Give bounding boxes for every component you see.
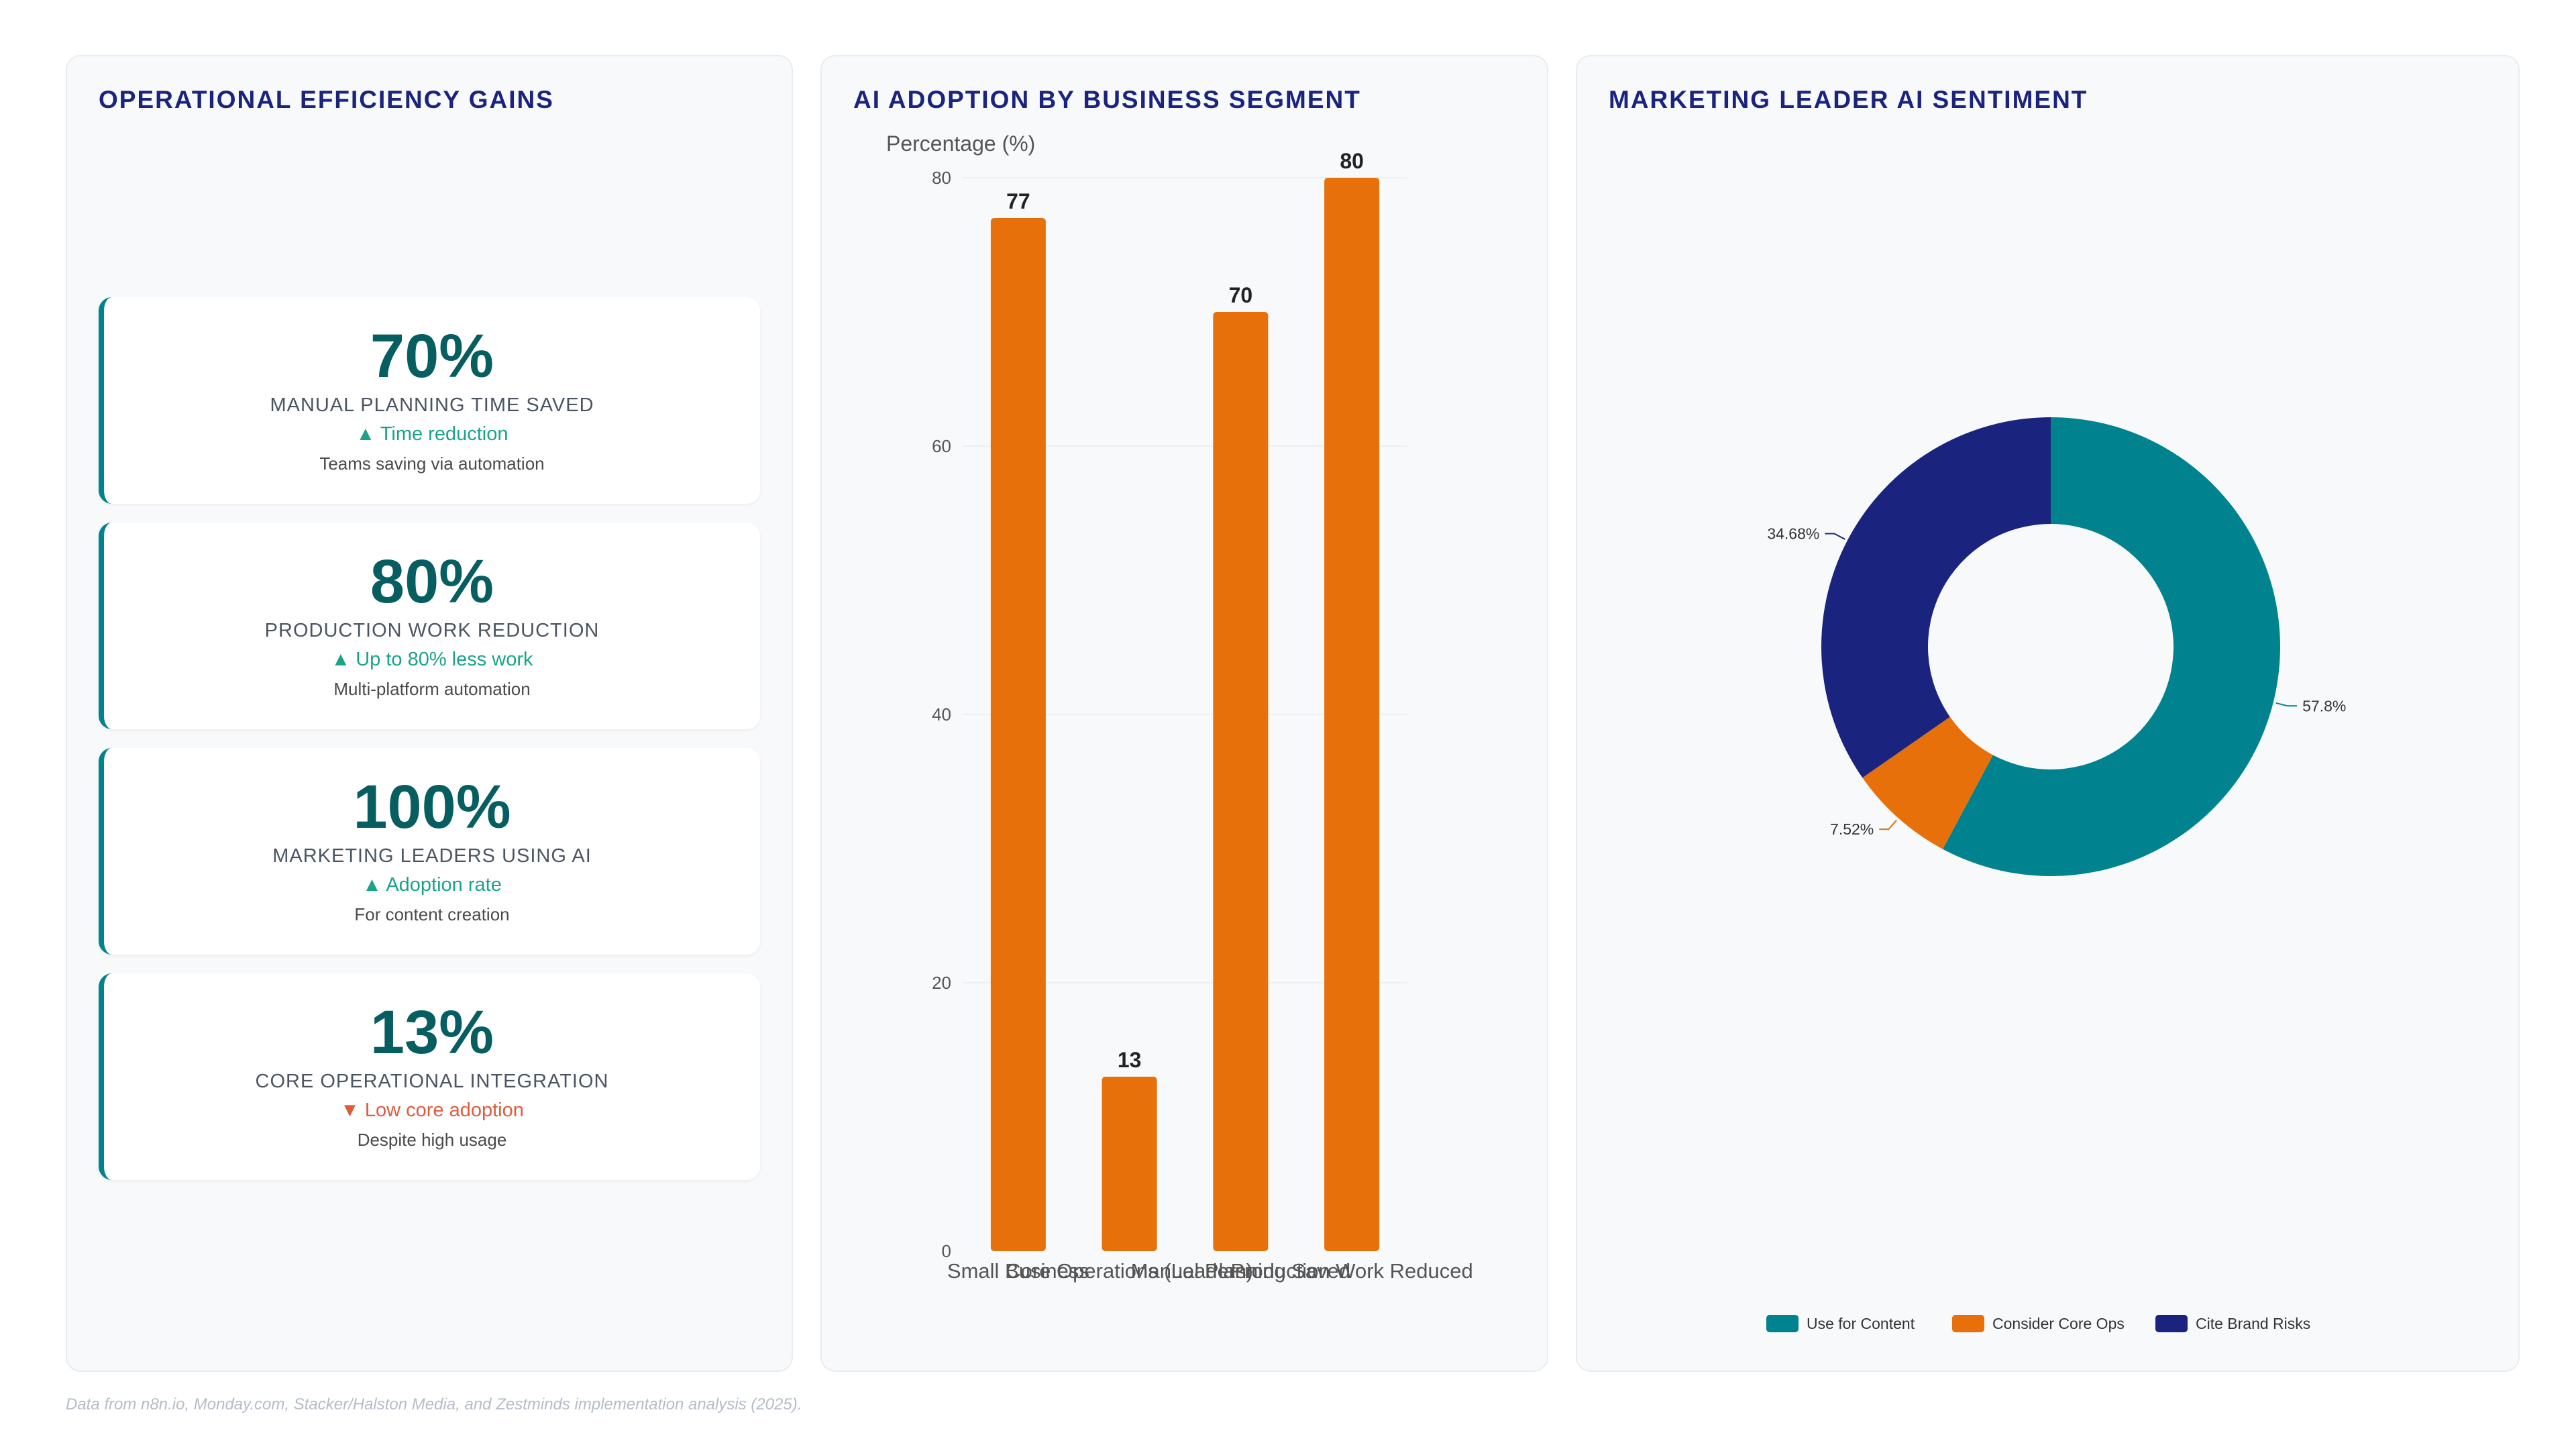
slice-leader-line	[1825, 533, 1845, 540]
kpi-label: MANUAL PLANNING TIME SAVED	[270, 394, 594, 416]
kpi-value: 13%	[370, 998, 494, 1067]
kpi-value: 100%	[353, 773, 511, 841]
kpi-note: Teams saving via automation	[319, 453, 545, 474]
sentiment-panel-title: MARKETING LEADER AI SENTIMENT	[1609, 86, 2088, 113]
kpi-card: 70% MANUAL PLANNING TIME SAVED ▲ Time redu…	[99, 297, 760, 504]
bar-value-label: 77	[1006, 189, 1030, 213]
kpi-card: 80% PRODUCTION WORK REDUCTION ▲ Up to 80% …	[99, 523, 760, 729]
slice-leader-line	[2275, 702, 2298, 707]
legend-label: Consider Core Ops	[1992, 1315, 2125, 1332]
y-tick-label: 20	[932, 973, 951, 993]
adoption-panel-title: AI ADOPTION BY BUSINESS SEGMENT	[853, 86, 1361, 113]
bar	[1324, 178, 1380, 1251]
kpi-trend: ▲ Time reduction	[356, 423, 508, 445]
bar-value-label: 70	[1229, 283, 1253, 307]
bar	[1213, 312, 1269, 1251]
bar-value-label: 13	[1118, 1048, 1142, 1072]
kpi-value: 80%	[370, 547, 494, 616]
legend-swatch	[2155, 1315, 2188, 1332]
efficiency-panel-title: OPERATIONAL EFFICIENCY GAINS	[99, 86, 554, 113]
sentiment-panel	[1576, 55, 2520, 1372]
kpi-label: CORE OPERATIONAL INTEGRATION	[255, 1071, 609, 1092]
kpi-card: 13% CORE OPERATIONAL INTEGRATION ▼ Low cor…	[99, 973, 760, 1180]
slice-leader-line	[1879, 820, 1897, 830]
source-footnote: Data from n8n.io, Monday.com, Stacker/Ha…	[66, 1395, 802, 1413]
y-tick-label: 60	[932, 436, 951, 456]
kpi-note: Multi-platform automation	[333, 679, 531, 699]
kpi-note: Despite high usage	[357, 1130, 507, 1150]
adoption-panel	[820, 55, 1548, 1372]
legend-label: Use for Content	[1807, 1315, 1915, 1332]
kpi-trend: ▼ Low core adoption	[340, 1099, 524, 1121]
x-tick-label: Manual Planning Saved	[1131, 1259, 1350, 1283]
kpi-label: PRODUCTION WORK REDUCTION	[264, 620, 600, 641]
bar	[990, 218, 1046, 1251]
donut-slice	[1821, 417, 2051, 778]
donut-slice	[1862, 716, 1993, 849]
x-tick-label: Small Business	[947, 1259, 1089, 1283]
y-tick-label: 80	[932, 168, 951, 188]
donut-slice	[1943, 417, 2280, 876]
bar	[1102, 1077, 1157, 1251]
x-tick-label: Core Operations (Leaders)	[1006, 1259, 1253, 1283]
y-tick-label: 40	[932, 704, 951, 724]
slice-value-label: 7.52%	[1830, 820, 1874, 838]
y-tick-label: 0	[942, 1241, 951, 1261]
sentiment-donut-chart: 57.8% 7.52% 34.68% Use for Content Consider …	[1766, 417, 2346, 1332]
legend-label: Cite Brand Risks	[2196, 1315, 2310, 1332]
kpi-trend: ▲ Adoption rate	[362, 874, 502, 896]
kpi-label: MARKETING LEADERS USING AI	[272, 845, 592, 867]
y-axis-label: Percentage (%)	[886, 131, 1035, 156]
slice-value-label: 34.68%	[1767, 525, 1819, 542]
legend-swatch	[1952, 1315, 1984, 1332]
slice-value-label: 57.8%	[2302, 697, 2346, 714]
legend-swatch	[1766, 1315, 1799, 1332]
kpi-note: For content creation	[354, 904, 510, 924]
adoption-bar-chart: Percentage (%) 0 20 40 60 80 77 Small Business 1…	[886, 131, 1473, 1283]
kpi-card: 100% MARKETING LEADERS USING AI ▲ Adoption…	[99, 748, 760, 955]
x-tick-label: Production Work Reduced	[1230, 1259, 1472, 1283]
kpi-value: 70%	[370, 322, 494, 390]
kpi-trend: ▲ Up to 80% less work	[331, 649, 533, 670]
bar-value-label: 80	[1340, 149, 1364, 173]
